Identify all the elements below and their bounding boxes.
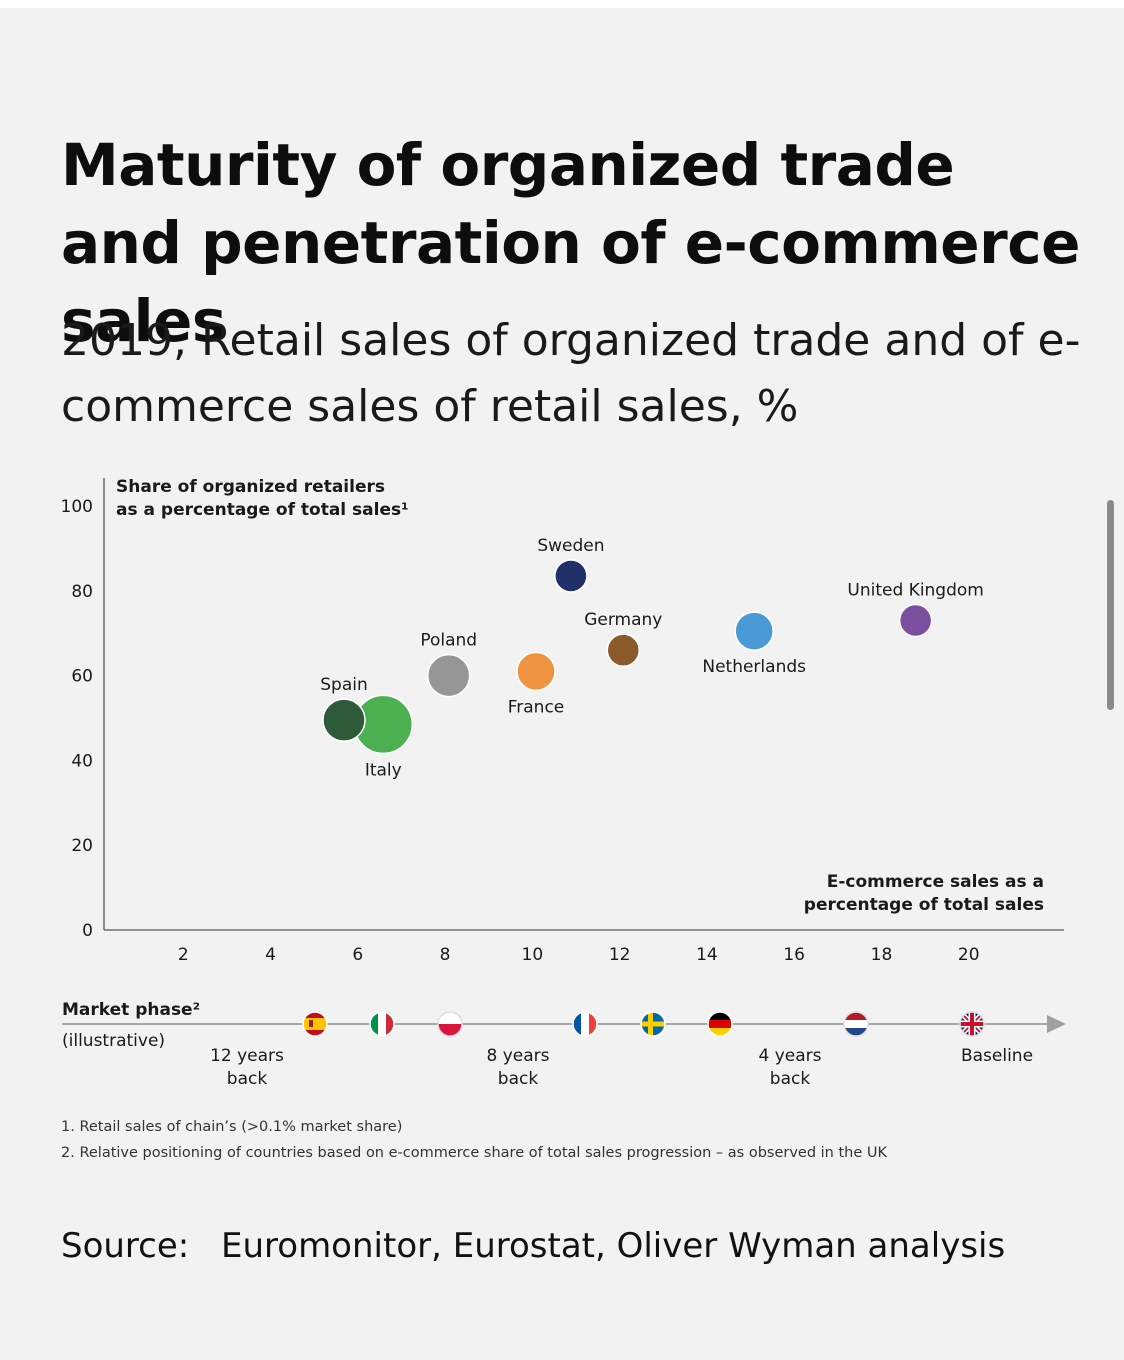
point-sweden [554,559,588,593]
point-netherlands [734,611,774,651]
y-tick-label: 40 [71,751,93,771]
germany-flag [707,1011,733,1037]
source-line: Source: Euromonitor, Eurostat, Oliver Wym… [61,1226,1005,1266]
point-label-germany: Germany [584,610,662,630]
x-tick-label: 6 [352,945,363,965]
italy-flag [369,1011,395,1037]
market-phase-label: Market phase² [62,1000,200,1020]
source-text: Euromonitor, Eurostat, Oliver Wyman anal… [221,1226,1006,1266]
market-phase-arrow-icon [1047,1015,1066,1033]
milestone-12-years-line1: 12 years [210,1046,284,1066]
spain-flag [302,1011,328,1037]
y-tick-label: 60 [71,667,93,687]
x-tick-label: 2 [178,945,189,965]
point-spain [322,698,366,742]
x-tick-label: 12 [609,945,631,965]
y-tick-label: 80 [71,582,93,602]
page-title: Maturity of organized trade and penetrat… [61,131,1080,355]
uk-flag [959,1011,985,1037]
x-tick-label: 4 [265,945,276,965]
point-united-kingdom [898,603,933,638]
tick-labels: 2 4 6 8 10 12 14 16 18 20 0 20 40 60 80 100 [61,497,980,965]
milestone-4-years-line2: back [770,1069,811,1089]
footnote-1: 1. Retail sales of chain’s (>0.1% market… [61,1119,403,1135]
y-tick-label: 100 [61,497,93,517]
netherlands-flag [843,1011,869,1037]
point-label-france: France [508,697,565,717]
point-poland [426,653,471,698]
x-tick-label: 8 [440,945,451,965]
poland-flag [437,1011,463,1037]
x-tick-label: 14 [696,945,718,965]
footnote-2: 2. Relative positioning of countries bas… [61,1145,888,1161]
x-tick-label: 10 [522,945,544,965]
point-label-united-kingdom: United Kingdom [847,580,983,600]
page-subtitle: 2019, Retail sales of organized trade an… [61,315,1081,432]
x-axis-label-line1: E-commerce sales as a [827,872,1044,892]
chart-card [0,8,1124,1360]
y-tick-label: 0 [82,921,93,941]
milestone-4-years-line1: 4 years [758,1046,821,1066]
y-axis-label-line1: Share of organized retailers [116,477,385,497]
y-tick-label: 20 [71,836,93,856]
milestone-8-years-line2: back [498,1069,539,1089]
milestone-12-years-line2: back [227,1069,268,1089]
point-label-spain: Spain [320,675,368,695]
france-flag [572,1011,598,1037]
point-label-sweden: Sweden [537,536,604,556]
y-axis-label-line2: as a percentage of total sales¹ [116,500,409,520]
x-tick-label: 16 [783,945,805,965]
market-phase-sublabel: (illustrative) [62,1031,165,1051]
scrollbar-thumb[interactable] [1107,500,1114,710]
scatter-chart: Share of organized retailers as a percen… [61,477,1066,1089]
point-label-italy: Italy [365,760,402,780]
sweden-flag [640,1011,666,1037]
point-label-netherlands: Netherlands [702,657,806,677]
point-germany [606,633,641,667]
point-label-poland: Poland [420,631,477,651]
source-label: Source: [61,1226,190,1266]
point-france [516,651,556,692]
x-tick-label: 18 [871,945,893,965]
milestone-8-years-line1: 8 years [486,1046,549,1066]
milestone-baseline: Baseline [961,1046,1033,1066]
data-points: Sweden United Kingdom Netherlands Germany Fr… [320,536,984,780]
x-axis-label-line2: percentage of total sales [804,895,1044,915]
x-tick-label: 20 [958,945,980,965]
footnotes: 1. Retail sales of chain’s (>0.1% market… [61,1114,887,1166]
